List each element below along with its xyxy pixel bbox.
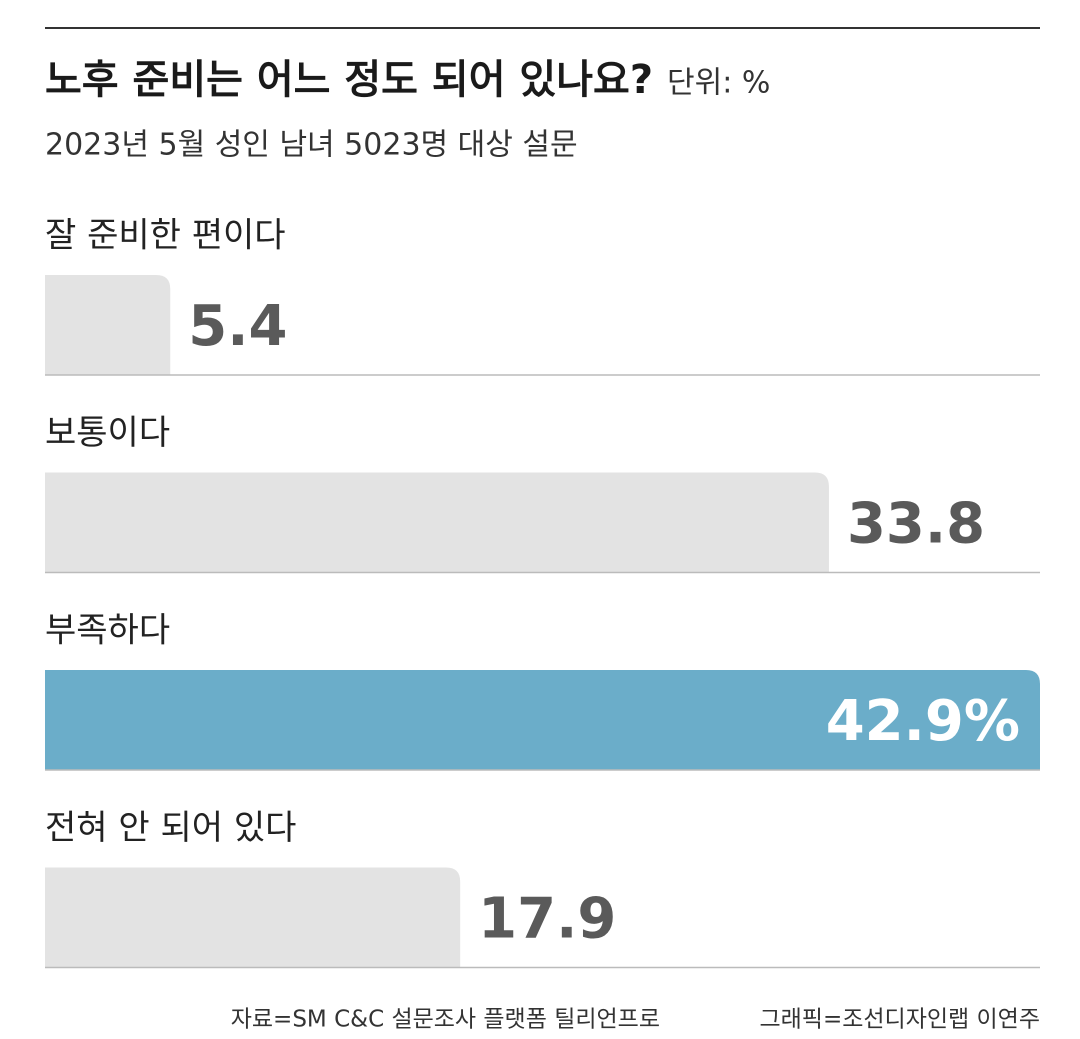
category-label: 전혀 안 되어 있다 — [45, 808, 296, 848]
chart-subtitle: 2023년 5월 성인 남녀 5023명 대상 설문 — [45, 128, 578, 163]
credit: 그래픽=조선디자인랩 이연주 — [759, 1007, 1040, 1033]
source: 자료=SM C&C 설문조사 플랫폼 틸리언프로 — [231, 1007, 660, 1033]
value-label: 17.9 — [478, 887, 616, 952]
category-label: 부족하다 — [45, 611, 170, 651]
bar — [45, 867, 461, 968]
bar — [45, 670, 1040, 770]
value-label: 33.8 — [847, 492, 985, 557]
chart-title: 노후 준비는 어느 정도 되어 있나요? — [45, 57, 653, 103]
unit-label: 단위: % — [667, 66, 770, 101]
bar — [45, 472, 829, 573]
value-label: 5.4 — [188, 294, 287, 359]
bar — [45, 275, 171, 375]
value-label: 42.9% — [826, 689, 1020, 754]
category-label: 잘 준비한 편이다 — [45, 216, 286, 256]
category-label: 보통이다 — [45, 413, 170, 453]
